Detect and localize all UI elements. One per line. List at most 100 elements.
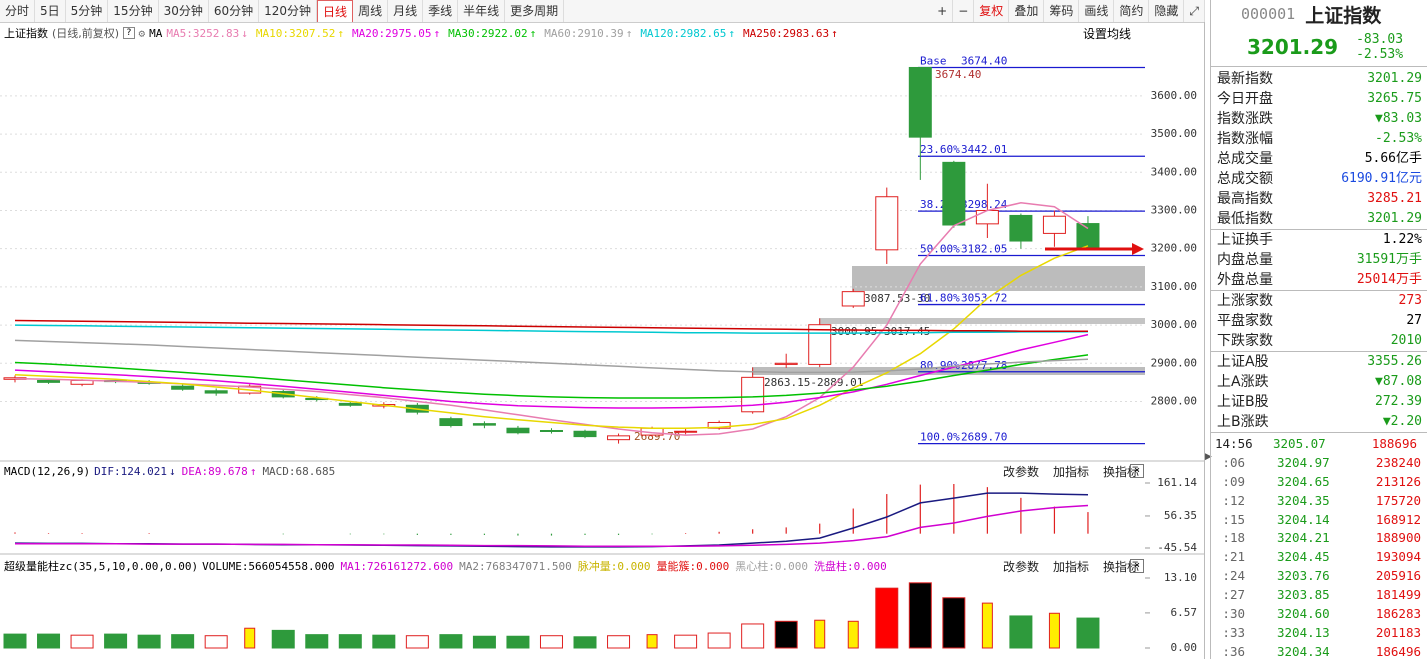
volume-bar bbox=[137, 634, 161, 649]
period-tab[interactable]: 月线 bbox=[388, 0, 424, 22]
period-tab[interactable]: 季线 bbox=[423, 0, 459, 22]
tick-row: :24 3203.76 205916 bbox=[1211, 567, 1427, 586]
close-button[interactable]: × bbox=[1130, 464, 1144, 478]
tick-time: :18 bbox=[1222, 530, 1245, 546]
panel-button[interactable]: 改参数 bbox=[1002, 559, 1039, 574]
volume-bar bbox=[774, 620, 798, 649]
fib-price: 3442.01 bbox=[961, 143, 1007, 156]
tick-row: :33 3204.13 201183 bbox=[1211, 624, 1427, 643]
volume-bar bbox=[981, 602, 993, 649]
tick-time: :15 bbox=[1222, 511, 1245, 527]
fib-level: 100.0% bbox=[920, 431, 960, 444]
collapse-handle[interactable]: ▶ bbox=[1205, 452, 1212, 462]
quote-label: 最新指数 bbox=[1217, 71, 1273, 87]
legend-trend: ↑ bbox=[831, 26, 838, 40]
y-tick-label: -45.54 bbox=[1157, 541, 1197, 554]
tool-button[interactable]: 隐藏 bbox=[1149, 0, 1185, 22]
tool-button[interactable]: − bbox=[953, 0, 975, 22]
legend-entry: 量能簇:0.000 bbox=[656, 560, 730, 573]
legend-entry: MA2:768347071.500 bbox=[459, 559, 572, 573]
tick-price: 3204.45 bbox=[1277, 549, 1330, 565]
tick-row: :27 3203.85 181499 bbox=[1211, 586, 1427, 605]
panel-button[interactable]: 换指标 bbox=[1102, 464, 1139, 479]
quote-row: 平盘家数 27 bbox=[1211, 311, 1427, 331]
expand-icon[interactable]: ⤢ bbox=[1184, 0, 1205, 22]
y-tick-label: 2800.00 bbox=[1151, 394, 1197, 407]
fib-level: 23.60% bbox=[920, 143, 960, 156]
period-tab[interactable]: 15分钟 bbox=[108, 0, 159, 22]
quote-label: 外盘总量 bbox=[1217, 272, 1273, 288]
panel-button[interactable]: 加指标 bbox=[1052, 559, 1089, 574]
gear-icon[interactable]: ⚙ bbox=[138, 26, 146, 40]
legend-trend: ↑ bbox=[728, 26, 736, 40]
quote-value: 1.22% bbox=[1382, 232, 1422, 247]
fib-price: 3674.40 bbox=[961, 54, 1007, 67]
quote-value: 2010 bbox=[1390, 333, 1422, 348]
period-tab[interactable]: 30分钟 bbox=[159, 0, 209, 22]
help-icon[interactable]: ? bbox=[123, 27, 135, 39]
period-tab[interactable]: 120分钟 bbox=[259, 0, 318, 22]
candle-body bbox=[204, 390, 228, 394]
tick-price: 3204.60 bbox=[1277, 606, 1330, 622]
y-tick-label: 6.57 bbox=[1171, 606, 1198, 619]
tick-volume: 181499 bbox=[1375, 587, 1421, 603]
annotation: 2863.15-2889.01 bbox=[764, 376, 863, 389]
quote-value: 25014万手 bbox=[1356, 272, 1422, 287]
candle-body bbox=[472, 423, 496, 426]
tool-button[interactable]: 简约 bbox=[1114, 0, 1150, 22]
tool-button[interactable]: 复权 bbox=[974, 0, 1010, 22]
legend-entry: MA1:726161272.600 bbox=[340, 559, 454, 573]
quote-label: 内盘总量 bbox=[1217, 252, 1273, 268]
period-tab[interactable]: 周线 bbox=[353, 0, 389, 22]
volume-bar bbox=[1076, 617, 1100, 649]
period-tab[interactable]: 5日 bbox=[35, 0, 66, 22]
close-button[interactable]: × bbox=[1130, 559, 1144, 573]
volume-bar bbox=[204, 635, 228, 649]
y-tick-label: 3600.00 bbox=[1151, 89, 1197, 102]
tick-time: 14:56 bbox=[1215, 436, 1253, 451]
y-tick-label: 3500.00 bbox=[1151, 127, 1197, 140]
annotation: 3674.40 bbox=[935, 68, 981, 81]
legend-trend: ↑ bbox=[249, 464, 257, 478]
price-row: 3201.29 -83.03 -2.53% bbox=[1211, 28, 1427, 67]
quote-row: 上A涨跌 ▼87.08 bbox=[1211, 372, 1427, 392]
tick-time: :27 bbox=[1222, 587, 1245, 603]
candle-body bbox=[171, 385, 195, 390]
tick-price: 3203.76 bbox=[1277, 568, 1330, 584]
legend-entry: DEA:89.678 bbox=[181, 464, 248, 478]
tool-button[interactable]: 画线 bbox=[1079, 0, 1115, 22]
volume-bar bbox=[3, 633, 27, 649]
period-tab-active[interactable]: 日线 bbox=[317, 0, 354, 22]
annotation: 3087.53-30 bbox=[864, 292, 930, 305]
tick-row: 14:56 3205.07 188696 bbox=[1211, 435, 1427, 454]
quote-row: 上涨家数 273 bbox=[1211, 291, 1427, 311]
period-tab[interactable]: 半年线 bbox=[458, 0, 506, 22]
quote-row: 总成交量 5.66亿手 bbox=[1211, 149, 1427, 169]
period-tab[interactable]: 分时 bbox=[0, 0, 36, 22]
tick-volume: 201183 bbox=[1375, 624, 1421, 640]
panel-button[interactable]: 换指标 bbox=[1102, 559, 1139, 574]
trend-arrow bbox=[1045, 243, 1144, 255]
fib-level: Base bbox=[920, 54, 947, 67]
fib-price: 2689.70 bbox=[961, 431, 1007, 444]
period-tab[interactable]: 60分钟 bbox=[209, 0, 260, 22]
quote-value: 3285.21 bbox=[1367, 191, 1422, 206]
legend-entry: MA250:2983.63 bbox=[743, 26, 830, 40]
quote-label: 今日开盘 bbox=[1217, 91, 1273, 107]
quote-row: 最新指数 3201.29 bbox=[1211, 69, 1427, 89]
panel-button[interactable]: 改参数 bbox=[1002, 464, 1039, 479]
tick-price: 3205.07 bbox=[1273, 436, 1326, 451]
legend-entry: 黑心柱:0.000 bbox=[735, 560, 808, 573]
period-tab[interactable]: 更多周期 bbox=[505, 0, 565, 22]
volume-bar bbox=[70, 634, 94, 649]
tool-button[interactable]: 叠加 bbox=[1009, 0, 1045, 22]
panel-button[interactable]: 加指标 bbox=[1052, 464, 1089, 479]
quote-row: 上B涨跌 ▼2.20 bbox=[1211, 412, 1427, 432]
candle-body bbox=[1009, 214, 1033, 242]
period-tab[interactable]: 5分钟 bbox=[66, 0, 109, 22]
quote-row: 指数涨幅 -2.53% bbox=[1211, 129, 1427, 149]
tool-button[interactable]: 筹码 bbox=[1044, 0, 1080, 22]
tool-button[interactable]: + bbox=[932, 0, 954, 22]
settings-button[interactable]: 设置均线 bbox=[1082, 26, 1131, 41]
